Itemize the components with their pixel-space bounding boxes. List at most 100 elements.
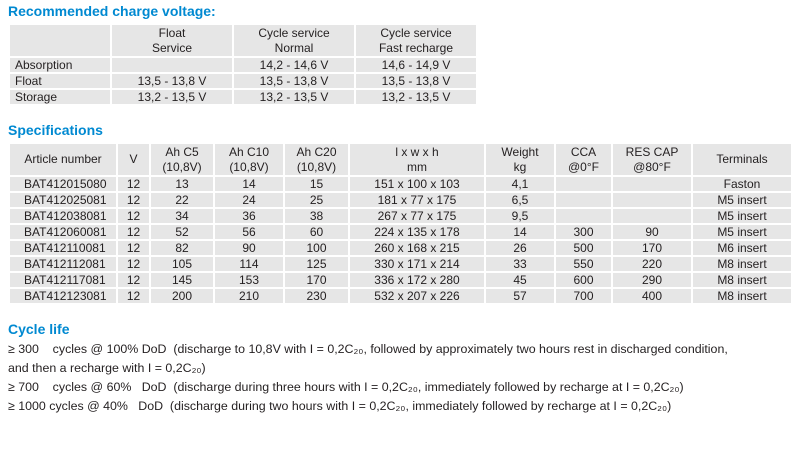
specifications-heading: Specifications <box>8 122 103 138</box>
table-cell: 532 x 207 x 226 <box>348 287 486 305</box>
column-header-float-service: Float Service <box>110 23 234 58</box>
column-header-ah-c5: Ah C5 (10,8V) <box>149 142 215 177</box>
cycle-life-line: ≥ 700 cycles @ 60% DoD (discharge during… <box>8 380 684 394</box>
table-row: BAT412015080 12 13 14 15 151 x 100 x 103 4,1 Fa… <box>8 175 793 193</box>
specifications-table: Article number V Ah C5 (10,8V) Ah C10 (1… <box>8 142 793 305</box>
table-cell: BAT412015080 <box>8 175 118 193</box>
table-row: BAT412117081 12 145 153 170 336 x 172 x 280 45… <box>8 271 793 289</box>
table-row: BAT412110081 12 82 90 100 260 x 168 x 215 26 50… <box>8 239 793 257</box>
table-cell: 290 <box>611 271 693 289</box>
table-cell: 500 <box>554 239 613 257</box>
charge-voltage-header-row: Float Service Cycle service Normal Cycle… <box>8 23 478 58</box>
table-cell: 90 <box>213 239 285 257</box>
table-cell: 12 <box>116 207 151 225</box>
table-cell: 12 <box>116 255 151 273</box>
table-cell: BAT412112081 <box>8 255 118 273</box>
table-cell: 114 <box>213 255 285 273</box>
table-cell: 330 x 171 x 214 <box>348 255 486 273</box>
cycle-life-line: ≥ 1000 cycles @ 40% DoD (discharge durin… <box>8 399 672 413</box>
table-cell: 56 <box>213 223 285 241</box>
column-header-cca: CCA @0°F <box>554 142 613 177</box>
table-row: BAT412123081 12 200 210 230 532 x 207 x 226 57… <box>8 287 793 305</box>
table-cell: M5 insert <box>691 223 793 241</box>
table-cell: 170 <box>611 239 693 257</box>
column-header-dimensions: l x w x h mm <box>348 142 486 177</box>
table-cell: BAT412060081 <box>8 223 118 241</box>
table-cell: 100 <box>283 239 350 257</box>
datasheet-page: Recommended charge voltage: Float Servic… <box>8 3 803 416</box>
specifications-table-body: BAT412015080 12 13 14 15 151 x 100 x 103 4,1 Fa… <box>8 175 793 305</box>
table-cell: 13 <box>149 175 215 193</box>
table-cell: 9,5 <box>484 207 556 225</box>
cycle-life-line: ≥ 300 cycles @ 100% DoD (discharge to 10… <box>8 342 728 356</box>
table-cell: Absorption <box>8 56 112 74</box>
table-cell: M8 insert <box>691 255 793 273</box>
column-header-article-number: Article number <box>8 142 118 177</box>
table-cell: BAT412110081 <box>8 239 118 257</box>
table-cell: 4,1 <box>484 175 556 193</box>
table-cell: M6 insert <box>691 239 793 257</box>
table-cell: Float <box>8 72 112 90</box>
table-cell: 260 x 168 x 215 <box>348 239 486 257</box>
column-header-ah-c20: Ah C20 (10,8V) <box>283 142 350 177</box>
table-cell: 82 <box>149 239 215 257</box>
table-cell: M8 insert <box>691 271 793 289</box>
cycle-life-line: and then a recharge with I = 0,2C₂₀) <box>8 361 206 375</box>
table-cell: BAT412038081 <box>8 207 118 225</box>
table-row: BAT412025081 12 22 24 25 181 x 77 x 175 6,5 M5 … <box>8 191 793 209</box>
table-cell: 13,2 - 13,5 V <box>354 88 478 106</box>
cycle-life-text: ≥ 300 cycles @ 100% DoD (discharge to 10… <box>8 340 803 416</box>
table-cell: 700 <box>554 287 613 305</box>
table-cell: 210 <box>213 287 285 305</box>
table-cell: 60 <box>283 223 350 241</box>
column-header-cycle-fast: Cycle service Fast recharge <box>354 23 478 58</box>
table-cell: M8 insert <box>691 287 793 305</box>
specifications-header-row: Article number V Ah C5 (10,8V) Ah C10 (1… <box>8 142 793 177</box>
column-header-res-cap: RES CAP @80°F <box>611 142 693 177</box>
table-cell <box>554 207 613 225</box>
table-cell: 57 <box>484 287 556 305</box>
table-cell: Storage <box>8 88 112 106</box>
cycle-life-heading: Cycle life <box>8 321 70 337</box>
table-cell: 13,2 - 13,5 V <box>232 88 356 106</box>
table-cell: 145 <box>149 271 215 289</box>
table-cell: 105 <box>149 255 215 273</box>
table-cell: 12 <box>116 175 151 193</box>
table-row: BAT412112081 12 105 114 125 330 x 171 x 214 33… <box>8 255 793 273</box>
column-header-weight: Weight kg <box>484 142 556 177</box>
table-cell <box>110 56 234 74</box>
column-header-terminals: Terminals <box>691 142 793 177</box>
table-cell: 26 <box>484 239 556 257</box>
table-cell: M5 insert <box>691 191 793 209</box>
table-cell: 24 <box>213 191 285 209</box>
table-row: BAT412038081 12 34 36 38 267 x 77 x 175 9,5 M5 … <box>8 207 793 225</box>
table-cell: 220 <box>611 255 693 273</box>
table-cell: Faston <box>691 175 793 193</box>
table-cell: 400 <box>611 287 693 305</box>
table-cell <box>554 191 613 209</box>
table-cell: 33 <box>484 255 556 273</box>
table-cell: 13,5 - 13,8 V <box>232 72 356 90</box>
table-cell: BAT412123081 <box>8 287 118 305</box>
table-cell: 12 <box>116 223 151 241</box>
table-cell: 6,5 <box>484 191 556 209</box>
charge-voltage-table-body: Absorption 14,2 - 14,6 V 14,6 - 14,9 V Floa… <box>8 56 478 106</box>
column-header-blank <box>8 23 112 58</box>
table-cell: 38 <box>283 207 350 225</box>
table-cell: 45 <box>484 271 556 289</box>
table-cell: 170 <box>283 271 350 289</box>
table-cell <box>611 191 693 209</box>
table-cell: 181 x 77 x 175 <box>348 191 486 209</box>
charge-voltage-table: Float Service Cycle service Normal Cycle… <box>8 23 478 106</box>
table-cell <box>611 207 693 225</box>
table-cell: 12 <box>116 271 151 289</box>
table-row: Absorption 14,2 - 14,6 V 14,6 - 14,9 V <box>8 56 478 74</box>
table-row: Float 13,5 - 13,8 V 13,5 - 13,8 V 13,5 - 13… <box>8 72 478 90</box>
table-cell <box>554 175 613 193</box>
table-cell: 12 <box>116 287 151 305</box>
table-cell: 300 <box>554 223 613 241</box>
table-cell: 14,2 - 14,6 V <box>232 56 356 74</box>
table-cell: 36 <box>213 207 285 225</box>
table-cell: 12 <box>116 191 151 209</box>
table-cell <box>611 175 693 193</box>
